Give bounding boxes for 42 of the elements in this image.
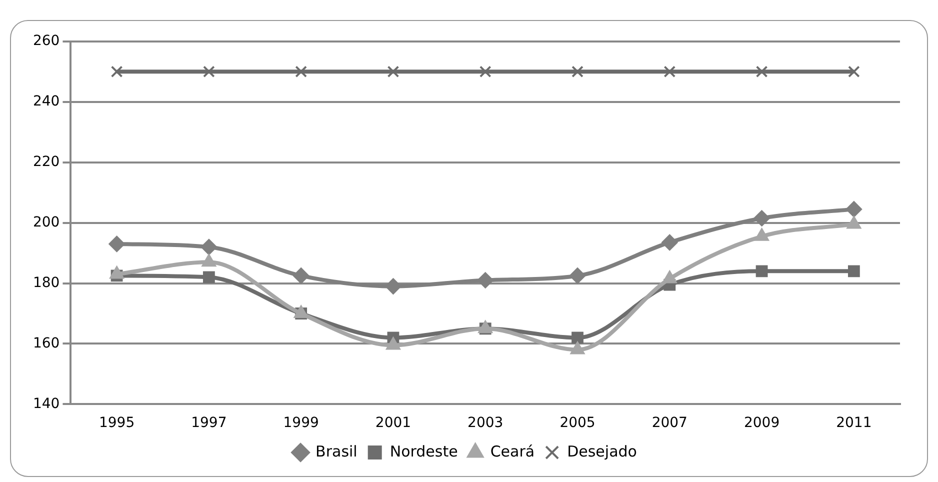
point	[570, 268, 586, 284]
point	[756, 66, 768, 78]
point	[202, 271, 215, 284]
x-tick-label: 2007	[652, 415, 688, 432]
x-tick-label: 1995	[98, 415, 135, 432]
legend-label: Nordeste	[390, 442, 458, 460]
legend-label: Ceará	[490, 442, 535, 460]
y-tick-label: 160	[32, 335, 60, 352]
point	[479, 66, 492, 78]
point	[387, 66, 400, 78]
legend-label: Desejado	[567, 442, 637, 460]
x-tick-label: 2011	[836, 415, 872, 432]
x-tick-label: 1999	[283, 415, 319, 432]
point	[848, 265, 860, 278]
point	[662, 234, 678, 250]
x-tick-label: 2003	[468, 415, 504, 432]
point	[756, 265, 768, 278]
x-tick-label: 2001	[375, 415, 412, 432]
x-tick-label: 2005	[560, 415, 596, 432]
point	[664, 66, 676, 78]
x-tick-label: 2009	[744, 415, 780, 432]
point	[110, 66, 123, 78]
point	[202, 66, 215, 78]
point	[295, 66, 308, 78]
legend-label: Brasil	[316, 442, 358, 460]
point	[846, 201, 862, 218]
point	[385, 278, 402, 294]
y-tick-label: 200	[32, 214, 60, 230]
point	[293, 268, 310, 284]
y-tick-label: 180	[32, 274, 60, 291]
point	[200, 238, 217, 255]
x-tick-label: 1997	[191, 415, 227, 432]
point	[572, 332, 584, 344]
point	[572, 66, 584, 78]
y-tick-label: 220	[32, 154, 60, 170]
point	[848, 66, 860, 78]
y-tick-label: 140	[32, 396, 60, 412]
y-tick-label: 260	[32, 33, 60, 50]
point	[108, 236, 125, 252]
point	[477, 272, 494, 288]
point	[754, 210, 770, 226]
y-tick-label: 240	[32, 94, 60, 110]
